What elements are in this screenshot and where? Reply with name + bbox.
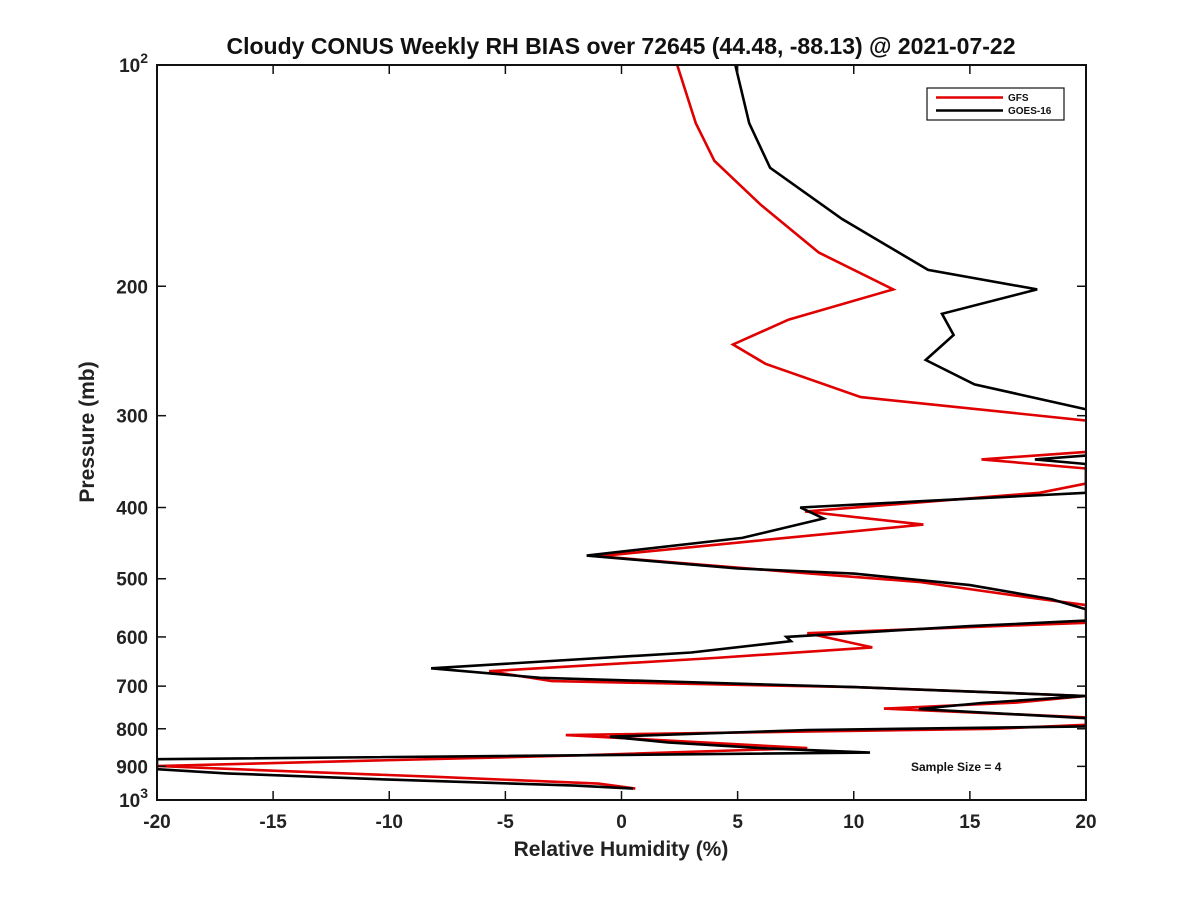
x-tick-label: 5 (732, 812, 743, 833)
x-tick-label: 15 (959, 812, 981, 833)
legend-box (926, 87, 1065, 121)
plot-area (157, 65, 1086, 800)
y-tick-label: 600 (116, 628, 148, 649)
y-tick-label: 102 (119, 50, 148, 77)
y-tick-label: 400 (116, 499, 148, 520)
legend: GFS GOES-16 (926, 87, 1065, 121)
legend-label-goes16: GOES-16 (1008, 106, 1052, 117)
legend-label-gfs: GFS (1008, 93, 1029, 104)
x-tick-label: 0 (616, 812, 627, 833)
tick-labels: -20 -15 -10 -5 0 5 10 15 20 102 200 300 400 500 600 700… (116, 50, 1096, 833)
x-tick-label: 20 (1075, 812, 1096, 833)
x-tick-label: -10 (376, 812, 403, 833)
chart-title: Cloudy CONUS Weekly RH BIAS over 72645 (… (226, 33, 1015, 59)
ticks-layer (156, 64, 1087, 801)
sample-size-annotation: Sample Size = 4 (911, 760, 1002, 774)
x-tick-label: 10 (843, 812, 864, 833)
y-axis-label: Pressure (mb) (76, 361, 99, 502)
y-tick-label: 103 (119, 785, 148, 812)
x-tick-label: -15 (259, 812, 287, 833)
x-axis-label: Relative Humidity (%) (514, 838, 729, 861)
y-tick-label: 900 (116, 757, 148, 778)
y-tick-label: 700 (116, 677, 148, 698)
y-tick-label: 800 (116, 720, 148, 741)
x-tick-label: -20 (143, 812, 170, 833)
y-tick-label: 200 (116, 277, 148, 298)
x-tick-label: -5 (497, 812, 514, 833)
y-tick-label: 300 (116, 407, 148, 428)
series-layer (157, 65, 1086, 790)
y-tick-label: 500 (116, 570, 148, 591)
series-line-goes16 (157, 65, 1086, 790)
